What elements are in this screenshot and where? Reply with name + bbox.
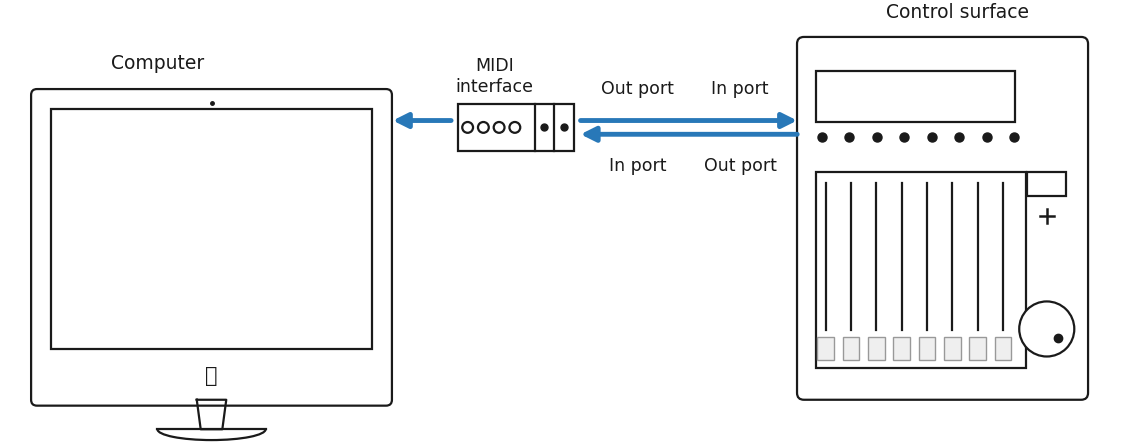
Text: Control surface: Control surface <box>885 3 1029 22</box>
Bar <box>918 337 935 361</box>
Circle shape <box>494 122 504 133</box>
Bar <box>867 337 884 361</box>
Bar <box>816 172 1026 368</box>
Text: Computer: Computer <box>111 54 204 73</box>
FancyBboxPatch shape <box>32 89 391 406</box>
Bar <box>1028 172 1066 196</box>
FancyBboxPatch shape <box>797 37 1089 400</box>
Bar <box>944 337 961 361</box>
Bar <box>817 337 834 361</box>
Bar <box>893 337 910 361</box>
Text: In port: In port <box>712 80 769 98</box>
Bar <box>458 104 574 151</box>
Circle shape <box>478 122 488 133</box>
Text: MIDI
interface: MIDI interface <box>456 57 534 96</box>
Bar <box>51 109 372 349</box>
Text: Out port: Out port <box>704 157 776 175</box>
Text: Out port: Out port <box>601 80 675 98</box>
Bar <box>816 71 1015 123</box>
Text: In port: In port <box>609 157 667 175</box>
Circle shape <box>462 122 473 133</box>
Text: :  <box>205 366 218 386</box>
Bar <box>843 337 860 361</box>
Bar <box>995 337 1012 361</box>
Circle shape <box>510 122 520 133</box>
Circle shape <box>1020 301 1074 357</box>
Bar <box>969 337 986 361</box>
